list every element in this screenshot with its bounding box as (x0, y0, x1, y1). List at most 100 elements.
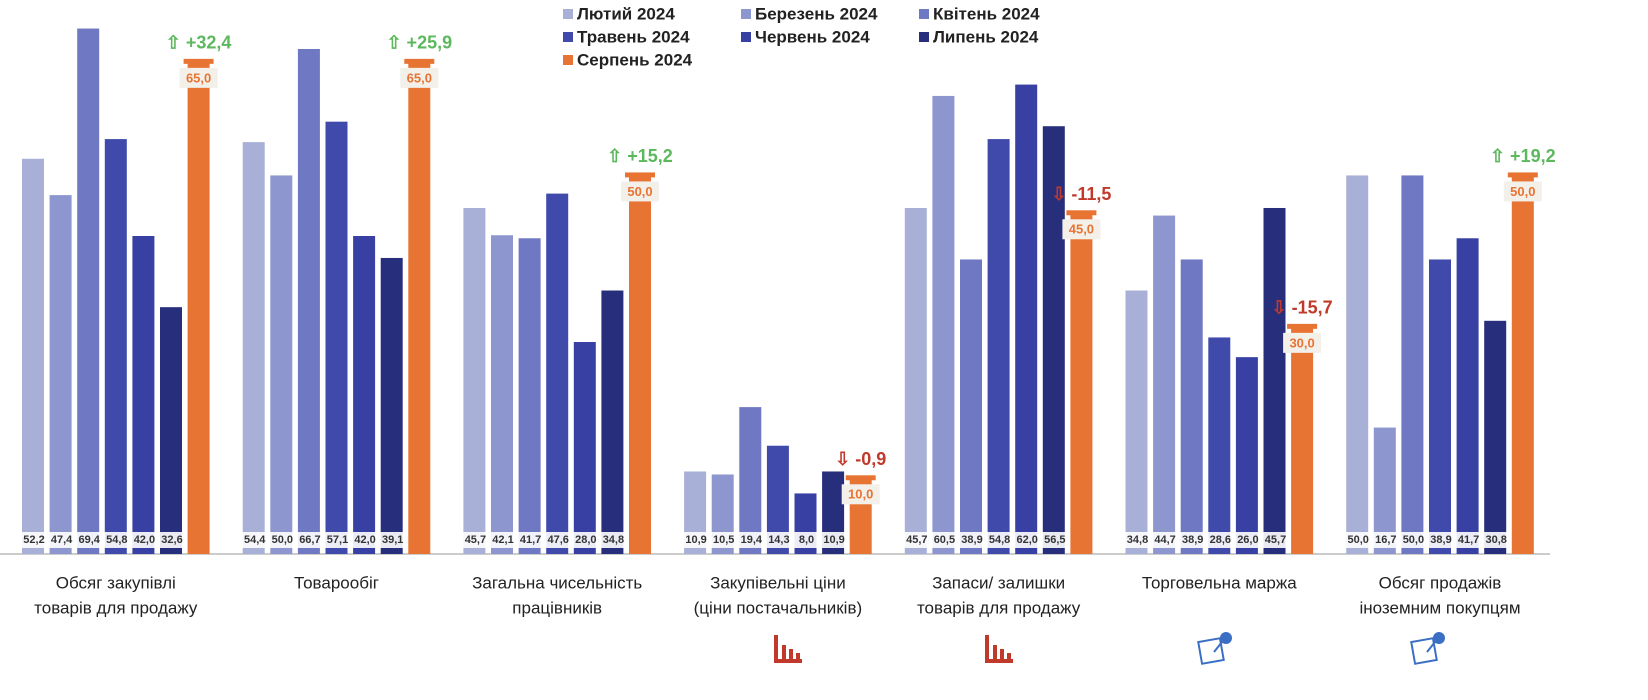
legend-label: Лютий 2024 (577, 4, 675, 23)
bar (546, 193, 569, 554)
value-label-bg (793, 532, 820, 548)
value-label: 38,9 (1430, 534, 1451, 546)
category-label: Загальна чисельність (472, 573, 642, 592)
value-label: 50,0 (1347, 534, 1368, 546)
bar (325, 121, 348, 555)
value-label: 32,6 (161, 534, 182, 546)
value-label: 60,5 (934, 534, 955, 546)
legend-label: Липень 2024 (933, 27, 1039, 46)
value-label: 38,9 (961, 534, 982, 546)
category-label: Запаси/ залишки (932, 573, 1065, 592)
value-label: 50,0 (1510, 184, 1535, 199)
value-label: 28,6 (1210, 534, 1231, 546)
bar (518, 238, 541, 554)
bar (270, 175, 293, 554)
value-label: 45,7 (906, 534, 927, 546)
value-label-bg (621, 181, 659, 202)
value-label-bg (1400, 532, 1427, 548)
value-label-bg (1345, 532, 1372, 548)
bar (463, 207, 486, 554)
value-label: 30,0 (1289, 335, 1314, 350)
category-label: товарів для продажу (34, 598, 198, 617)
bar (1373, 427, 1396, 554)
bar (1484, 320, 1507, 554)
bar (904, 207, 927, 554)
value-label: 26,0 (1237, 534, 1258, 546)
value-label-bg (179, 67, 218, 88)
value-label-bg (296, 532, 323, 548)
value-label: 47,6 (547, 534, 568, 546)
bar-cap (1507, 172, 1538, 178)
bar (1456, 238, 1479, 554)
icon-pin (1410, 632, 1445, 665)
value-label-bg (131, 532, 158, 548)
change-label: ⇧ +19,2 (1490, 146, 1556, 166)
value-label-bg (1179, 532, 1206, 548)
value-label-bg (1062, 219, 1101, 240)
bar (1208, 337, 1231, 554)
bar-cap (1066, 210, 1097, 216)
bar (1153, 215, 1176, 555)
bar (601, 290, 624, 554)
value-label-bg (48, 532, 75, 548)
bar (932, 95, 955, 554)
bar (408, 61, 431, 554)
value-label: 42,1 (492, 534, 513, 546)
value-label-bg (710, 532, 737, 548)
value-label-bg (462, 532, 489, 548)
change-label: ⇧ +32,4 (166, 33, 232, 53)
category-label: Обсяг закупівлі (56, 573, 176, 592)
value-label-bg (931, 532, 958, 548)
legend-swatch (563, 9, 573, 19)
value-label: 44,7 (1154, 534, 1175, 546)
value-label: 34,8 (1127, 534, 1148, 546)
value-label: 50,0 (627, 184, 652, 199)
bar (22, 158, 44, 554)
bar (77, 28, 100, 555)
value-label: 16,7 (1375, 534, 1396, 546)
value-label-bg (103, 532, 130, 548)
value-label-bg (600, 532, 627, 548)
value-label-bg (400, 67, 439, 88)
value-label: 62,0 (1016, 534, 1037, 546)
value-label: 42,0 (134, 534, 155, 546)
bar (297, 48, 320, 554)
change-label: ⇩ -11,5 (1051, 184, 1111, 204)
value-label-bg (821, 532, 848, 548)
bar-cap (625, 172, 655, 178)
bar (1235, 357, 1258, 554)
value-label-bg (76, 532, 103, 548)
value-label: 69,4 (78, 534, 100, 546)
value-label-bg (1152, 532, 1179, 548)
value-label: 52,2 (23, 534, 44, 546)
category-label: Торговельна маржа (1142, 573, 1297, 592)
icon-down-chart (774, 635, 802, 663)
bar (573, 342, 596, 554)
bar (1125, 290, 1148, 554)
bar (187, 61, 210, 554)
value-label: 65,0 (186, 70, 211, 85)
bar (1401, 175, 1424, 554)
bar (1511, 175, 1534, 554)
value-label: 10,0 (848, 487, 873, 502)
bar (160, 307, 182, 554)
value-label-bg (1207, 532, 1234, 548)
value-label: 8,0 (799, 534, 814, 546)
bar (49, 195, 72, 554)
value-label-bg (1428, 532, 1454, 548)
legend-label: Червень 2024 (755, 27, 870, 46)
value-label: 45,7 (1265, 534, 1286, 546)
value-label-bg (269, 532, 296, 548)
change-label: ⇩ -0,9 (835, 449, 886, 469)
value-label: 45,7 (465, 534, 486, 546)
value-label-bg (490, 532, 516, 548)
value-label-bg (352, 532, 379, 548)
value-label-bg (1234, 532, 1261, 548)
bar-cap (404, 58, 435, 64)
value-label-bg (1124, 532, 1151, 548)
value-label-bg (841, 484, 880, 505)
value-label-bg (241, 532, 268, 548)
bar (491, 235, 513, 554)
bar (1042, 126, 1065, 554)
